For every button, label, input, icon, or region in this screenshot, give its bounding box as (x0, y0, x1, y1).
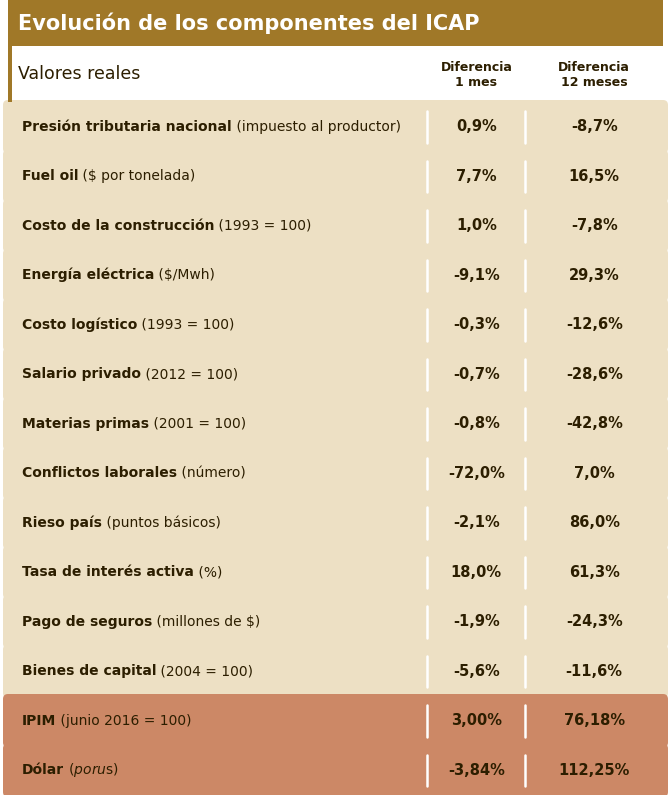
Bar (8, 0, 663, 46)
Text: 1 mes: 1 mes (456, 76, 497, 89)
Text: 18,0%: 18,0% (451, 564, 502, 580)
Text: Rieso país: Rieso país (22, 515, 102, 530)
Text: -8,7%: -8,7% (571, 119, 617, 134)
FancyBboxPatch shape (3, 347, 668, 401)
Text: -11,6%: -11,6% (566, 664, 623, 679)
Text: -7,8%: -7,8% (571, 219, 617, 233)
Text: Valores reales: Valores reales (18, 65, 140, 83)
Text: -1,9%: -1,9% (453, 615, 500, 630)
Text: -9,1%: -9,1% (453, 268, 500, 283)
Text: Materias primas: Materias primas (22, 417, 149, 431)
Text: Dólar: Dólar (22, 763, 64, 778)
FancyBboxPatch shape (3, 595, 668, 649)
Bar (8, 46, 663, 102)
Text: Evolución de los componentes del ICAP: Evolución de los componentes del ICAP (18, 12, 480, 33)
Text: Presión tributaria nacional: Presión tributaria nacional (22, 120, 231, 134)
Text: Bienes de capital: Bienes de capital (22, 665, 156, 678)
FancyBboxPatch shape (3, 100, 668, 153)
Text: 112,25%: 112,25% (558, 762, 630, 778)
Text: -0,3%: -0,3% (453, 317, 500, 332)
Text: Pago de seguros: Pago de seguros (22, 615, 152, 629)
FancyBboxPatch shape (3, 249, 668, 302)
FancyBboxPatch shape (3, 645, 668, 698)
Text: (1993 = 100): (1993 = 100) (215, 219, 312, 233)
Text: -0,8%: -0,8% (453, 417, 500, 431)
Text: 3,00%: 3,00% (451, 713, 502, 728)
Text: Energía eléctrica: Energía eléctrica (22, 268, 154, 282)
Text: -28,6%: -28,6% (566, 366, 623, 382)
Text: (número): (número) (177, 466, 246, 480)
Text: (impuesto al productor): (impuesto al productor) (231, 120, 401, 134)
Text: ($ por u$s): ($ por u$s) (64, 762, 119, 779)
Text: 1,0%: 1,0% (456, 219, 497, 233)
Text: IPIM: IPIM (22, 714, 56, 727)
Text: 16,5%: 16,5% (569, 169, 620, 184)
Text: (2001 = 100): (2001 = 100) (149, 417, 246, 431)
Text: (millones de $): (millones de $) (152, 615, 260, 629)
Text: (1993 = 100): (1993 = 100) (138, 318, 235, 332)
Text: (%): (%) (194, 565, 222, 580)
Text: -72,0%: -72,0% (448, 466, 505, 481)
Text: Tasa de interés activa: Tasa de interés activa (22, 565, 194, 580)
Text: (puntos básicos): (puntos básicos) (102, 515, 221, 530)
Text: 7,7%: 7,7% (456, 169, 497, 184)
Text: Salario privado: Salario privado (22, 367, 141, 382)
FancyBboxPatch shape (3, 149, 668, 203)
Text: (junio 2016 = 100): (junio 2016 = 100) (56, 714, 192, 727)
FancyBboxPatch shape (3, 199, 668, 253)
Text: -5,6%: -5,6% (453, 664, 500, 679)
Text: 29,3%: 29,3% (569, 268, 619, 283)
Text: ($ por tonelada): ($ por tonelada) (79, 169, 196, 184)
Text: 12 meses: 12 meses (561, 76, 627, 89)
FancyBboxPatch shape (3, 496, 668, 549)
Text: 86,0%: 86,0% (569, 515, 620, 530)
Text: Costo logístico: Costo logístico (22, 317, 138, 332)
FancyBboxPatch shape (3, 447, 668, 500)
Text: Costo de la construcción: Costo de la construcción (22, 219, 215, 233)
Bar (8, 46, 11, 102)
Text: -24,3%: -24,3% (566, 615, 623, 630)
Text: 61,3%: 61,3% (569, 564, 619, 580)
Text: -42,8%: -42,8% (566, 417, 623, 431)
Text: -0,7%: -0,7% (453, 366, 500, 382)
Text: -3,84%: -3,84% (448, 762, 505, 778)
FancyBboxPatch shape (3, 743, 668, 795)
Text: ($/Mwh): ($/Mwh) (154, 268, 215, 282)
Text: 76,18%: 76,18% (564, 713, 625, 728)
FancyBboxPatch shape (3, 397, 668, 451)
Text: -12,6%: -12,6% (566, 317, 623, 332)
Text: Diferencia: Diferencia (558, 60, 630, 74)
Text: 0,9%: 0,9% (456, 119, 497, 134)
FancyBboxPatch shape (3, 298, 668, 351)
Text: 7,0%: 7,0% (574, 466, 615, 481)
Text: (2012 = 100): (2012 = 100) (141, 367, 238, 382)
Text: Conflictos laborales: Conflictos laborales (22, 466, 177, 480)
Text: Fuel oil: Fuel oil (22, 169, 79, 184)
FancyBboxPatch shape (3, 545, 668, 599)
Text: -2,1%: -2,1% (453, 515, 500, 530)
FancyBboxPatch shape (3, 694, 668, 747)
Text: Diferencia: Diferencia (440, 60, 512, 74)
Text: (2004 = 100): (2004 = 100) (156, 665, 254, 678)
